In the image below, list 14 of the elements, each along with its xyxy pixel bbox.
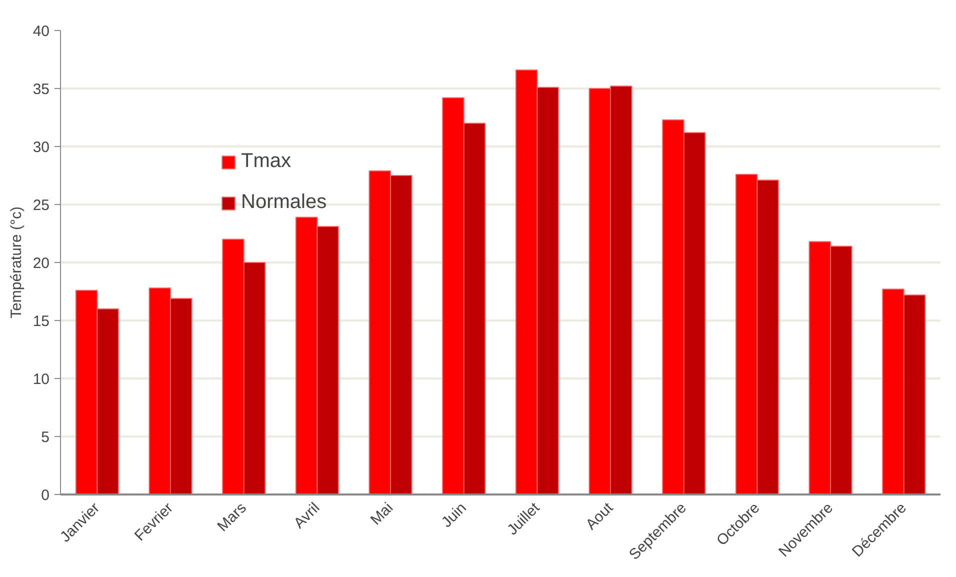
y-tick-label: 35 xyxy=(32,81,50,98)
y-tick-label: 40 xyxy=(32,23,50,40)
x-tick-label: Mai xyxy=(367,499,397,529)
x-tick-label: Juin xyxy=(438,499,470,531)
y-tick-label: 10 xyxy=(32,371,50,388)
y-tick-label: 20 xyxy=(32,255,50,272)
y-tick-label: 15 xyxy=(32,313,50,330)
legend-label: Normales xyxy=(241,191,327,214)
y-axis-title: Température (°c) xyxy=(8,206,25,318)
y-tick-label: 30 xyxy=(32,139,50,156)
y-tick-label: 0 xyxy=(41,487,50,504)
legend-label: Tmax xyxy=(241,150,291,173)
y-tick-label: 25 xyxy=(32,197,50,214)
y-tick-label: 5 xyxy=(41,429,50,446)
